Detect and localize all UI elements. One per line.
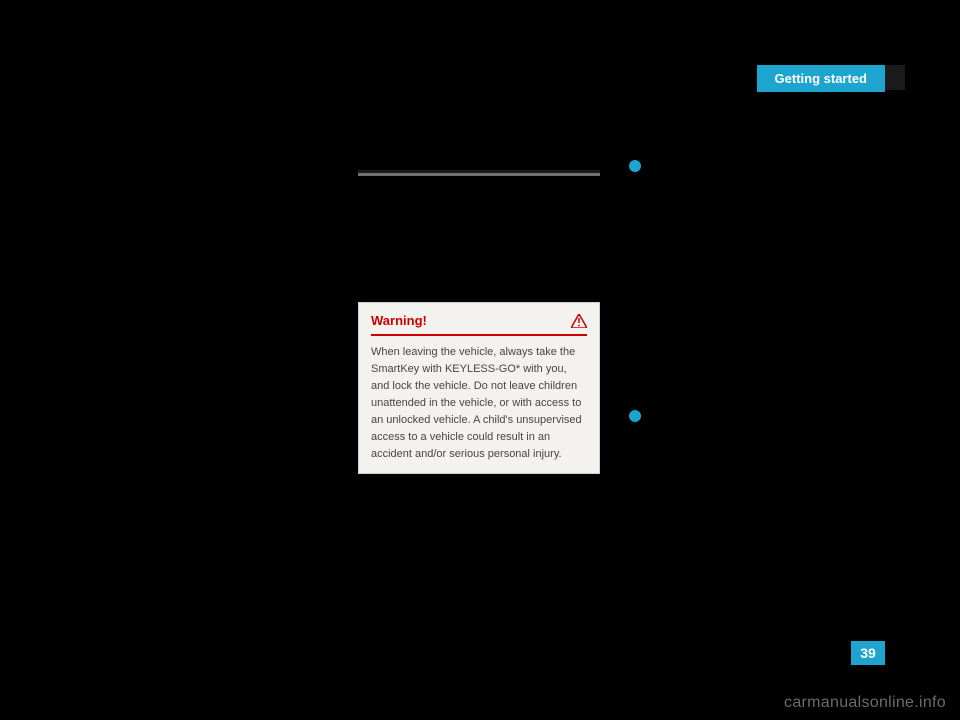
page-number-value: 39 bbox=[860, 645, 876, 661]
page-number: 39 bbox=[851, 641, 885, 665]
bullet-icon bbox=[629, 160, 641, 172]
warning-title: Warning! bbox=[371, 313, 427, 328]
warning-triangle-icon bbox=[571, 314, 587, 328]
underline-light bbox=[358, 173, 600, 176]
watermark-text: carmanualsonline.info bbox=[784, 694, 946, 711]
watermark: carmanualsonline.info bbox=[784, 694, 946, 712]
bullet-icon bbox=[629, 410, 641, 422]
warning-body: When leaving the vehicle, always take th… bbox=[371, 336, 587, 463]
warning-header: Warning! bbox=[371, 313, 587, 336]
warning-box: Warning! When leaving the vehicle, alway… bbox=[358, 302, 600, 474]
header-bar: Getting started bbox=[757, 65, 885, 92]
tab-indicator bbox=[885, 65, 905, 90]
header-title: Getting started bbox=[775, 71, 867, 86]
section-underline bbox=[358, 170, 600, 176]
